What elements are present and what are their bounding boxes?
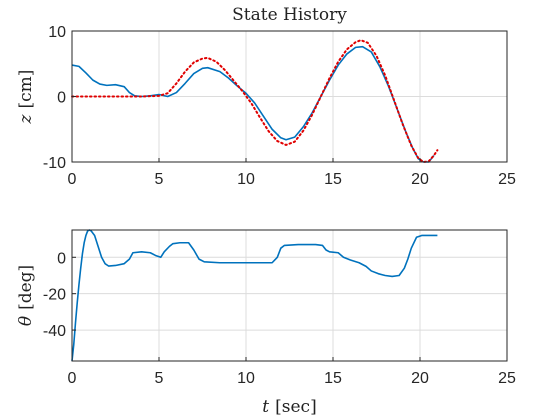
bottom-x-axis-label: t [sec] xyxy=(262,397,316,417)
top-y-axis-unit: [cm] xyxy=(16,70,36,109)
top-x-tick-label: 5 xyxy=(155,171,164,188)
bottom-x-tick-label: 15 xyxy=(324,370,342,387)
bottom-plot-frame xyxy=(71,229,508,362)
bottom-plot: 0 5 10 15 20 25 0 -20 -40 θ [deg] t [sec] xyxy=(16,229,516,417)
bottom-y-axis-symbol: θ xyxy=(16,316,36,326)
top-y-tick-label: -10 xyxy=(43,155,66,172)
bottom-y-axis-label: θ [deg] xyxy=(16,265,36,326)
top-x-tick-label: 10 xyxy=(237,171,255,188)
bottom-y-axis-unit: [deg] xyxy=(16,265,36,310)
bottom-x-tick-label: 20 xyxy=(411,370,429,387)
top-x-tick-label: 15 xyxy=(324,171,342,188)
bottom-x-tick-label: 25 xyxy=(498,370,516,387)
top-y-axis-label: z [cm] xyxy=(16,70,36,125)
top-plot-title: State History xyxy=(232,5,347,25)
top-y-tick-label: 0 xyxy=(57,90,66,107)
top-series-line-reference xyxy=(71,39,439,163)
bottom-x-tick-label: 5 xyxy=(155,370,164,387)
top-series-group xyxy=(71,39,439,163)
bottom-x-tick-label: 10 xyxy=(237,370,255,387)
top-y-tick-label: 10 xyxy=(48,24,66,41)
top-x-tick-label: 25 xyxy=(498,171,516,188)
top-series-line-measured xyxy=(71,45,435,163)
bottom-x-axis-unit: [sec] xyxy=(275,397,317,417)
bottom-y-tick-label: -40 xyxy=(43,323,66,340)
bottom-y-tick-label: 0 xyxy=(57,250,66,267)
bottom-x-tick-label: 0 xyxy=(68,370,77,387)
bottom-x-axis-symbol: t xyxy=(262,397,269,417)
top-y-axis-symbol: z xyxy=(16,113,36,124)
bottom-plot-area xyxy=(72,230,507,361)
top-x-tick-label: 0 xyxy=(68,171,77,188)
top-x-tick-label: 20 xyxy=(411,171,429,188)
bottom-y-tick-label: -20 xyxy=(43,287,66,304)
bottom-ticks: 0 5 10 15 20 25 0 -20 -40 xyxy=(43,250,516,387)
